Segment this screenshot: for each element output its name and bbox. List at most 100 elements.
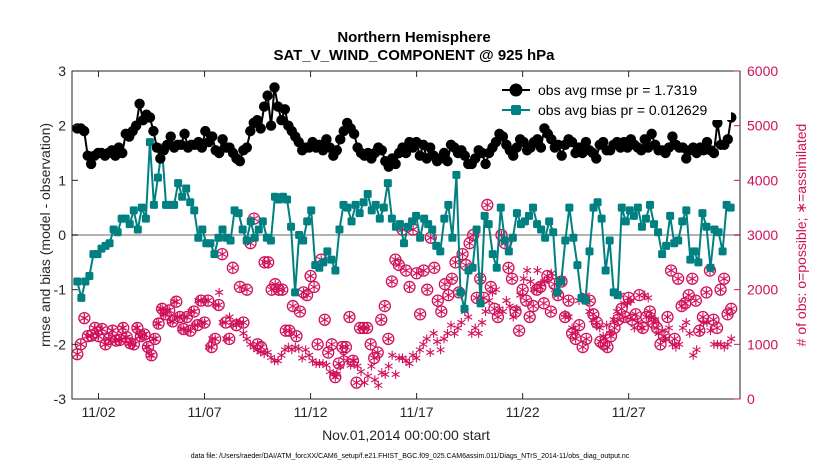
obs-possible-marker	[413, 308, 427, 321]
bias-point	[500, 236, 509, 245]
obs-possible-star	[656, 339, 665, 349]
obs-assimilated-marker	[605, 328, 615, 338]
obs-assimilated-marker	[609, 315, 618, 325]
bias-point	[327, 255, 336, 264]
obs-possible-marker	[336, 340, 349, 354]
bias-point	[629, 211, 638, 220]
obs-possible-marker	[537, 297, 550, 310]
bias-point	[170, 200, 179, 209]
obs-possible-star	[635, 290, 644, 300]
obs-possible-marker	[481, 198, 494, 212]
obs-possible-star	[719, 274, 729, 284]
bias-point	[145, 138, 154, 147]
obs-possible-star	[483, 200, 492, 210]
bias-point	[343, 203, 352, 212]
obs-possible-marker	[279, 324, 292, 337]
obs-assimilated-marker	[526, 276, 535, 286]
rmse-point	[144, 112, 156, 123]
rmse-point	[348, 128, 360, 140]
bias-point	[452, 170, 461, 179]
obs-possible-star	[338, 342, 347, 352]
bias-point	[686, 255, 695, 264]
rmse-point	[245, 125, 256, 137]
rmse-point	[701, 136, 713, 148]
y-tick-label-left: -1	[54, 282, 67, 298]
obs-assimilated-marker	[671, 342, 681, 352]
bias-point	[351, 200, 360, 209]
rmse-point	[535, 142, 547, 153]
obs-possible-star	[702, 287, 711, 297]
obs-assimilated-marker	[294, 344, 303, 354]
rmse-point	[155, 153, 166, 164]
bias-point	[504, 247, 513, 256]
obs-possible-marker	[700, 286, 713, 299]
y-tick-label-right: 1000	[747, 336, 778, 352]
obs-assimilated-marker	[315, 358, 324, 368]
obs-assimilated-marker	[401, 356, 411, 366]
obs-assimilated-marker	[391, 369, 400, 379]
obs-possible-star	[129, 339, 139, 349]
obs-assimilated-marker	[519, 274, 528, 284]
obs-possible-marker	[597, 338, 611, 351]
obs-possible-star	[493, 312, 503, 322]
obs-possible-star	[281, 326, 291, 336]
obs-possible-star	[465, 238, 474, 248]
obs-possible-star	[309, 282, 319, 292]
obs-possible-star	[278, 285, 287, 295]
obs-assimilated-marker	[405, 358, 414, 368]
obs-possible-star	[631, 309, 640, 319]
bias-point	[395, 220, 404, 229]
x-tick-label: 11/17	[400, 404, 434, 420]
bias-point	[194, 233, 203, 242]
obs-possible-marker	[636, 321, 649, 335]
bias-point	[242, 236, 251, 245]
obs-possible-star	[444, 290, 453, 300]
obs-possible-star	[341, 342, 351, 352]
bias-series-line	[76, 142, 732, 310]
obs-assimilated-marker	[336, 361, 345, 371]
obs-assimilated-marker	[152, 319, 162, 329]
obs-possible-marker	[350, 376, 363, 389]
rmse-point	[532, 134, 543, 145]
obs-possible-marker	[360, 321, 374, 335]
obs-assimilated-marker	[284, 342, 293, 352]
obs-assimilated-marker	[221, 334, 231, 344]
obs-assimilated-marker	[394, 353, 404, 363]
obs-assimilated-marker	[699, 317, 708, 327]
obs-possible-star	[447, 274, 457, 284]
rmse-point	[376, 145, 387, 156]
legend-rmse-label: obs avg rmse pr = 1.7319	[538, 82, 697, 98]
rmse-point	[148, 125, 159, 137]
obs-assimilated-marker	[204, 342, 213, 352]
bias-point	[714, 228, 723, 237]
bias-point	[355, 209, 364, 218]
obs-possible-star	[320, 315, 329, 325]
obs-assimilated-marker	[647, 312, 656, 322]
bias-point	[178, 192, 187, 201]
obs-possible-star	[571, 334, 580, 344]
obs-assimilated-marker	[232, 317, 241, 327]
bias-point	[557, 277, 566, 286]
obs-assimilated-marker	[654, 328, 663, 338]
obs-possible-marker	[403, 280, 416, 294]
bias-point	[234, 209, 243, 218]
x-tick-label: 11/22	[506, 404, 540, 420]
y-tick-label-right: 4000	[747, 172, 778, 188]
obs-assimilated-marker	[76, 339, 85, 349]
obs-assimilated-marker	[706, 326, 715, 336]
obs-possible-marker	[421, 283, 434, 296]
obs-possible-marker	[576, 340, 589, 354]
bias-point	[416, 233, 425, 242]
obs-possible-star	[143, 342, 153, 352]
obs-assimilated-marker	[509, 312, 518, 322]
obs-assimilated-marker	[682, 317, 691, 327]
rmse-point	[722, 134, 733, 145]
rmse-point	[580, 136, 592, 148]
obs-possible-marker	[604, 329, 618, 343]
y-tick-label-right: 3000	[747, 227, 778, 243]
obs-possible-marker	[661, 310, 674, 324]
obs-possible-marker	[131, 321, 144, 335]
obs-assimilated-marker	[73, 349, 82, 359]
obs-assimilated-marker	[159, 309, 168, 319]
obs-assimilated-marker	[332, 369, 341, 379]
